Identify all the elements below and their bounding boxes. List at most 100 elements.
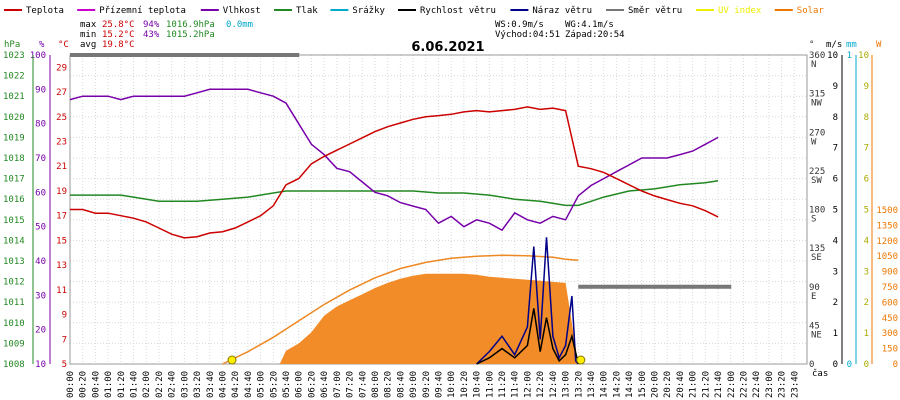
wind-direction-mark bbox=[705, 284, 719, 289]
axis-ms-tick: 9 bbox=[833, 82, 838, 92]
axis-dir-compass: NE bbox=[811, 330, 822, 340]
stat-max-press: 1016.9hPa bbox=[166, 20, 215, 30]
axis-x-tick: 14:20 bbox=[612, 371, 622, 398]
stat-avg-temp: 19.8°C bbox=[102, 40, 135, 50]
axis-x-tick: 21:20 bbox=[701, 371, 711, 398]
wind-direction-mark bbox=[260, 53, 274, 57]
axis-ms-tick: 0 bbox=[833, 360, 838, 370]
solar-max-line bbox=[222, 254, 579, 365]
axis-w-tick: 450 bbox=[882, 314, 898, 324]
series-wind-line bbox=[476, 308, 580, 365]
legend-label: Směr větru bbox=[628, 6, 682, 16]
wind-direction-mark bbox=[667, 284, 681, 289]
axis-temp-tick: 17 bbox=[56, 212, 67, 222]
axis-w-tick: 1200 bbox=[876, 237, 898, 247]
axis-x-tick: 08:00 bbox=[371, 371, 381, 398]
axis-x-tick: 15:00 bbox=[638, 371, 648, 398]
axis-dir-unit: ° bbox=[809, 40, 814, 50]
wind-direction-mark bbox=[590, 284, 605, 289]
axis-w-tick: 300 bbox=[882, 329, 898, 339]
axis-x-tick: 05:00 bbox=[257, 371, 267, 398]
wind-direction-mark bbox=[158, 53, 173, 57]
axis-uv-tick: 2 bbox=[864, 298, 869, 308]
wind-direction-mark bbox=[603, 284, 617, 289]
axis-w-tick: 900 bbox=[882, 268, 898, 278]
axis-hpa-tick: 1012 bbox=[3, 278, 25, 288]
axis-dir-tick: 180 bbox=[809, 206, 825, 216]
legend-label: Teplota bbox=[26, 6, 64, 16]
stat-wind-speed: WS:0.9m/s bbox=[495, 20, 544, 30]
solar-layer bbox=[222, 254, 579, 365]
axis-x-tick: 03:20 bbox=[193, 371, 203, 398]
axis-temp-tick: 19 bbox=[56, 187, 67, 197]
axis-hpa-tick: 1018 bbox=[3, 154, 25, 164]
axis-x-tick: 23:40 bbox=[790, 371, 800, 398]
stat-wind-gust: WG:4.1m/s bbox=[565, 20, 614, 30]
axis-x-tick: 22:40 bbox=[752, 371, 762, 398]
axis-x-tick: 04:40 bbox=[244, 371, 254, 398]
axis-x-tick: 03:40 bbox=[206, 371, 216, 398]
axis-w-tick: 600 bbox=[882, 298, 898, 308]
axis-ms-tick: 5 bbox=[833, 206, 838, 216]
axis-uv-tick: 6 bbox=[864, 175, 869, 185]
axis-uv-tick: 8 bbox=[864, 113, 869, 123]
axis-dir-compass: SW bbox=[811, 176, 822, 186]
wind-direction-mark bbox=[641, 284, 656, 289]
axis-w-tick: 1050 bbox=[876, 252, 898, 262]
axis-uv-tick: 3 bbox=[864, 267, 869, 277]
axis-dir-tick: 270 bbox=[809, 128, 825, 138]
axis-x-tick: 04:00 bbox=[218, 371, 228, 398]
axis-dir-compass: N bbox=[811, 60, 816, 70]
wind-direction-mark bbox=[133, 53, 147, 57]
axis-temp-tick: 21 bbox=[56, 162, 67, 172]
axis-dir-compass: W bbox=[811, 137, 817, 147]
axis-x-unit: čas bbox=[812, 368, 828, 379]
legend-label: Solar bbox=[797, 6, 825, 16]
axis-ms-tick: 10 bbox=[827, 51, 838, 61]
axis-temp-tick: 5 bbox=[62, 360, 67, 370]
wind-direction-mark bbox=[146, 53, 160, 57]
axis-ms-tick: 4 bbox=[833, 236, 838, 246]
stat-sunset: Západ:20:54 bbox=[565, 30, 625, 40]
axis-dir-tick: 360 bbox=[809, 51, 825, 61]
stat-min-hum: 43% bbox=[143, 30, 160, 40]
axis-temp-tick: 25 bbox=[56, 113, 67, 123]
solar-area bbox=[279, 273, 579, 364]
axis-x-tick: 09:00 bbox=[409, 371, 419, 398]
legend: Teplota Přízemní teplota Vlhkost Tlak Srážky… bbox=[4, 6, 824, 16]
stat-min-label: min bbox=[80, 30, 96, 40]
axis-hpa-tick: 1010 bbox=[3, 319, 25, 329]
wind-direction-mark bbox=[120, 53, 135, 57]
legend-label: Přízemní teplota bbox=[99, 6, 186, 16]
axis-uv-tick: 7 bbox=[864, 144, 869, 154]
axis-x-tick: 06:40 bbox=[320, 371, 330, 398]
axis-dir-compass: E bbox=[811, 292, 816, 302]
axis-hpa-tick: 1022 bbox=[3, 72, 25, 82]
axis-pct-tick: 10 bbox=[35, 360, 46, 370]
axis-dir-tick: 135 bbox=[809, 244, 825, 254]
axis-x-tick: 20:40 bbox=[676, 371, 686, 398]
axis-pct-tick: 20 bbox=[35, 326, 46, 336]
wind-direction-mark bbox=[222, 53, 236, 57]
axis-x-tick: 14:00 bbox=[600, 371, 610, 398]
axis-x-tick: 10:40 bbox=[473, 371, 483, 398]
legend-label: Náraz větru bbox=[532, 6, 592, 16]
wind-direction-mark bbox=[235, 53, 249, 57]
axis-hpa-tick: 1021 bbox=[3, 92, 25, 102]
axis-x-tick: 06:00 bbox=[295, 371, 305, 398]
axis-x-tick: 02:00 bbox=[142, 371, 152, 398]
axis-x-tick: 20:20 bbox=[663, 371, 673, 398]
stat-max-label: max bbox=[80, 20, 97, 30]
legend-label: UV index bbox=[718, 6, 762, 16]
axis-x-tick: 13:00 bbox=[562, 371, 572, 398]
axis-dir-tick: 0 bbox=[809, 360, 814, 370]
axis-x-tick: 01:20 bbox=[117, 371, 127, 398]
stats-block: max 25.8°C 94% 1016.9hPa 0.0mm min 15.2°… bbox=[80, 20, 625, 50]
axis-hpa-tick: 1014 bbox=[3, 236, 25, 246]
axis-uv-tick: 10 bbox=[858, 51, 869, 61]
wind-direction-mark bbox=[70, 53, 84, 57]
axis-x-tick: 05:40 bbox=[282, 371, 292, 398]
axis-x-tick: 07:00 bbox=[333, 371, 343, 398]
axis-x-tick: 01:40 bbox=[130, 371, 140, 398]
